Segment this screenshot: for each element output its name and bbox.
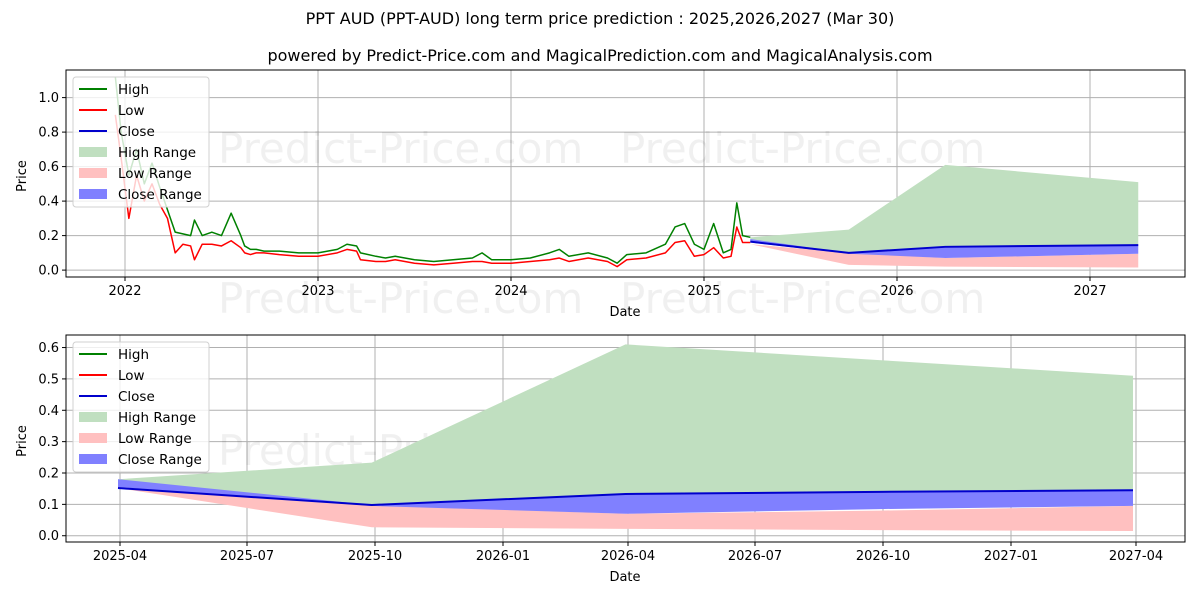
legend-swatch xyxy=(79,147,107,157)
x-tick-label: 2026-04 xyxy=(601,549,655,564)
legend-label: Low Range xyxy=(118,166,192,182)
y-tick-label: 1.0 xyxy=(38,91,59,106)
legend-label: Close xyxy=(118,389,155,405)
x-tick-label: 2027-01 xyxy=(984,549,1038,564)
top-y-axis-label: Price xyxy=(15,160,30,192)
y-tick-label: 0.0 xyxy=(38,264,59,279)
legend-label: Close Range xyxy=(118,452,202,468)
bottom-plot: Predict-Price.com Predict-Price.com 0.00… xyxy=(15,335,1185,585)
legend-label: High Range xyxy=(118,145,196,161)
watermark: Predict-Price.com xyxy=(620,274,985,323)
watermark: Predict-Price.com xyxy=(620,124,985,173)
watermark: Predict-Price.com xyxy=(218,274,583,323)
x-tick-label: 2026-07 xyxy=(728,549,782,564)
x-tick-label: 2022 xyxy=(108,284,141,299)
legend-label: High Range xyxy=(118,410,196,426)
x-tick-label: 2026-10 xyxy=(856,549,910,564)
y-tick-label: 0.5 xyxy=(38,372,59,387)
legend-label: High xyxy=(118,82,149,98)
x-tick-label: 2026 xyxy=(880,284,913,299)
y-tick-label: 0.1 xyxy=(38,498,59,513)
x-tick-label: 2023 xyxy=(301,284,334,299)
top-plot: Predict-Price.com Predict-Price.com Pred… xyxy=(15,70,1185,323)
x-tick-label: 2025-10 xyxy=(348,549,402,564)
legend-swatch xyxy=(79,189,107,199)
legend-label: Close xyxy=(118,124,155,140)
x-tick-label: 2026-01 xyxy=(476,549,530,564)
y-tick-label: 0.2 xyxy=(38,467,59,482)
x-tick-label: 2024 xyxy=(494,284,527,299)
bottom-legend: High Low Close High Range Low Range Close Ran… xyxy=(73,342,209,472)
y-tick-label: 0.8 xyxy=(38,126,59,141)
bottom-y-axis-label: Price xyxy=(15,425,30,457)
legend-label: Low xyxy=(118,368,145,384)
top-x-axis-label: Date xyxy=(609,305,640,320)
bottom-x-axis-label: Date xyxy=(609,570,640,585)
legend-swatch xyxy=(79,454,107,464)
y-tick-label: 0.4 xyxy=(38,404,59,419)
y-tick-label: 0.3 xyxy=(38,435,59,450)
legend-swatch xyxy=(79,433,107,443)
y-tick-label: 0.0 xyxy=(38,529,59,544)
legend-label: Close Range xyxy=(118,187,202,203)
y-tick-label: 0.2 xyxy=(38,229,59,244)
top-legend: High Low Close High Range Low Range Close Ran… xyxy=(73,77,209,207)
x-tick-label: 2027 xyxy=(1073,284,1106,299)
prediction-charts: Predict-Price.com Predict-Price.com Pred… xyxy=(0,0,1200,600)
y-tick-label: 0.4 xyxy=(38,195,59,210)
legend-label: Low Range xyxy=(118,431,192,447)
legend-swatch xyxy=(79,412,107,422)
x-tick-label: 2027-04 xyxy=(1109,549,1163,564)
x-tick-label: 2025-04 xyxy=(93,549,147,564)
legend-label: Low xyxy=(118,103,145,119)
watermark: Predict-Price.com xyxy=(218,124,583,173)
x-tick-label: 2025 xyxy=(687,284,720,299)
y-tick-label: 0.6 xyxy=(38,160,59,175)
x-tick-label: 2025-07 xyxy=(220,549,274,564)
legend-swatch xyxy=(79,168,107,178)
y-tick-label: 0.6 xyxy=(38,341,59,356)
legend-label: High xyxy=(118,347,149,363)
